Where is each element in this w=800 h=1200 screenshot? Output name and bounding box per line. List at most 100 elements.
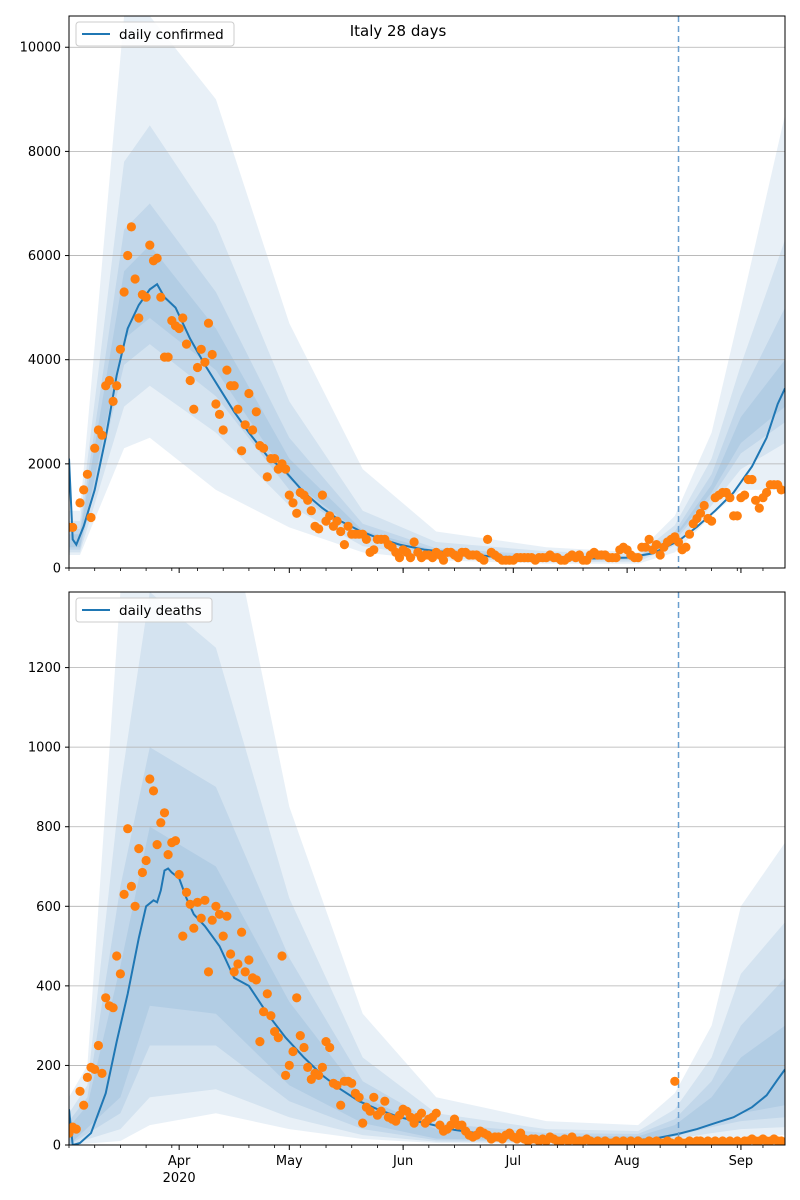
observed-point xyxy=(218,931,228,941)
observed-point xyxy=(145,774,155,784)
observed-point xyxy=(141,855,151,866)
y-tick-label: 1000 xyxy=(28,741,61,756)
observed-point xyxy=(314,1070,324,1080)
y-tick-label: 4000 xyxy=(28,353,61,368)
observed-point xyxy=(192,362,203,373)
observed-point xyxy=(644,534,654,545)
observed-point xyxy=(707,516,717,526)
model-line xyxy=(69,867,785,1145)
y-tick-label: 6000 xyxy=(28,249,61,264)
observed-point xyxy=(270,454,280,464)
y-tick-label: 200 xyxy=(36,1059,61,1074)
legend-label: daily deaths xyxy=(119,603,202,619)
model-line xyxy=(69,282,785,560)
confirmed-panel: 0 2000 4000 6000 8000 10000 daily confirmed xyxy=(20,15,786,577)
observed-point xyxy=(695,508,706,518)
y-tick-label: 8000 xyxy=(28,145,61,160)
observed-point xyxy=(185,899,195,909)
observed-point xyxy=(633,553,643,563)
observed-point xyxy=(222,911,232,921)
observed-point xyxy=(325,1042,335,1053)
observed-point xyxy=(431,1108,441,1118)
axes-frame xyxy=(68,591,786,1146)
observed-point xyxy=(284,1060,294,1070)
observed-point xyxy=(740,490,750,500)
observed-point xyxy=(288,498,298,508)
observed-point xyxy=(218,425,228,435)
y-tick-label: 600 xyxy=(36,900,61,915)
observed-point xyxy=(119,889,129,900)
legend-box xyxy=(75,21,235,47)
observed-point xyxy=(156,818,166,828)
y-tick-label: 0 xyxy=(53,562,61,577)
observed-point xyxy=(101,993,111,1003)
observed-point xyxy=(339,540,349,550)
uncertainty-band-2 xyxy=(69,125,785,563)
observed-point xyxy=(226,949,236,959)
observed-point xyxy=(332,516,342,526)
observed-point xyxy=(266,1011,276,1021)
observed-point xyxy=(776,1136,785,1145)
observed-point xyxy=(207,915,217,925)
observed-point xyxy=(203,318,214,328)
observed-point xyxy=(284,490,294,500)
uncertainty-band-3 xyxy=(69,747,785,1145)
observed-point xyxy=(288,1046,298,1057)
uncertainty-band-3 xyxy=(69,203,785,561)
observed-point xyxy=(174,323,184,334)
observed-point xyxy=(196,344,206,354)
y-tick-label: 1200 xyxy=(28,661,61,676)
observed-point xyxy=(299,1042,309,1053)
observed-point xyxy=(97,1068,107,1078)
y-tick-label: 800 xyxy=(36,820,61,835)
observed-point xyxy=(479,555,489,565)
observed-point xyxy=(141,292,151,302)
observed-point xyxy=(251,407,261,417)
observed-point xyxy=(240,420,250,430)
observed-point xyxy=(214,409,225,419)
observed-point xyxy=(178,931,188,941)
y-tick-label: 2000 xyxy=(28,457,61,472)
observed-point xyxy=(259,443,269,453)
observed-point xyxy=(134,844,144,854)
observed-point xyxy=(229,967,239,977)
observed-point xyxy=(365,1106,375,1116)
legend-box xyxy=(75,597,213,623)
observed-point xyxy=(762,487,772,498)
observed-point xyxy=(754,503,764,513)
observed-point xyxy=(126,222,136,232)
observed-point xyxy=(126,881,136,892)
plot-area xyxy=(69,592,785,1145)
observed-point xyxy=(82,469,92,479)
legend: daily deaths xyxy=(75,597,213,623)
observed-point xyxy=(483,534,493,545)
observed-point xyxy=(123,250,133,261)
observed-point xyxy=(336,526,346,537)
observed-point xyxy=(148,786,159,796)
y-tick-label: 400 xyxy=(36,979,61,994)
observed-point xyxy=(233,959,243,969)
observed-point xyxy=(317,1062,327,1072)
deaths-panel: 0 200 400 600 800 1000 1200 Apr 2020 May Jun Jul Aug… xyxy=(28,591,786,1186)
observed-point xyxy=(108,396,118,406)
observed-point xyxy=(189,923,199,933)
observed-point xyxy=(438,555,449,565)
observed-point xyxy=(369,545,379,555)
y-tick-label: 10000 xyxy=(20,41,61,56)
observed-point xyxy=(79,485,89,495)
observed-point xyxy=(170,836,181,846)
observed-point xyxy=(108,1003,118,1013)
observed-point xyxy=(325,511,335,521)
observed-point xyxy=(651,540,662,550)
observed-point xyxy=(244,955,254,965)
observed-point xyxy=(192,897,203,907)
x-tick-label: May xyxy=(276,1154,303,1169)
observed-point xyxy=(181,339,192,349)
observed-point xyxy=(369,1092,379,1102)
observed-point xyxy=(336,1100,346,1110)
observed-point xyxy=(240,967,250,977)
observed-point xyxy=(303,495,313,505)
observed-point xyxy=(185,375,195,386)
x-tick-label: Jul xyxy=(504,1154,521,1169)
